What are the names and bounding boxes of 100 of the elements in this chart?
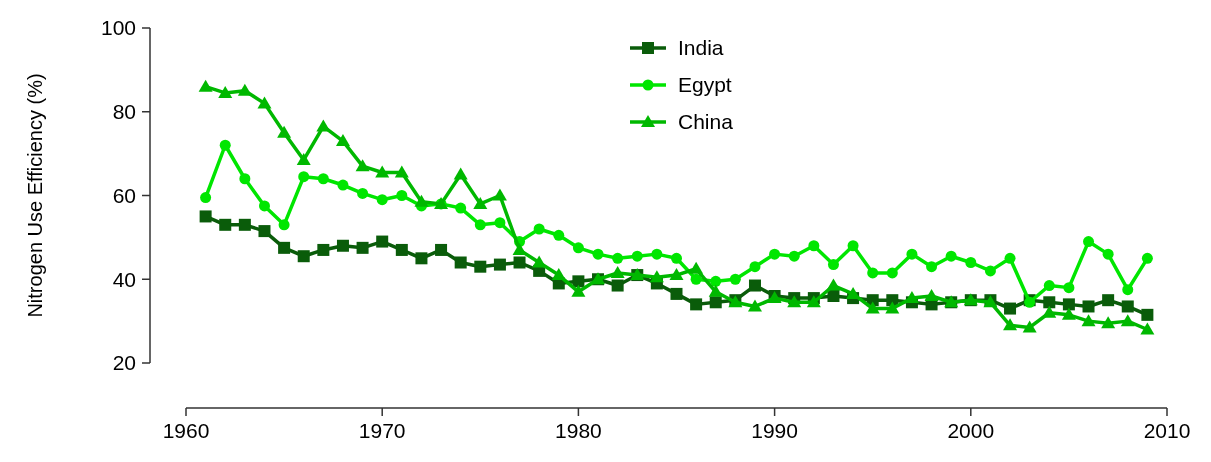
point bbox=[572, 275, 585, 288]
point bbox=[238, 218, 251, 231]
point bbox=[219, 218, 232, 231]
y-tick-label: 80 bbox=[112, 100, 136, 124]
point bbox=[926, 261, 938, 273]
point bbox=[945, 250, 957, 262]
point bbox=[296, 152, 311, 165]
point bbox=[1102, 294, 1115, 307]
point bbox=[826, 278, 841, 291]
x-tick-label: 1990 bbox=[751, 419, 798, 442]
legend-label: China bbox=[678, 110, 734, 134]
point bbox=[1043, 296, 1056, 309]
point bbox=[612, 252, 624, 264]
point bbox=[278, 219, 290, 231]
point bbox=[1022, 320, 1037, 333]
point bbox=[396, 190, 408, 201]
point bbox=[1102, 248, 1114, 260]
point bbox=[1081, 314, 1096, 327]
point bbox=[670, 287, 683, 300]
point bbox=[473, 196, 488, 209]
point bbox=[357, 187, 369, 199]
point bbox=[1004, 302, 1017, 315]
point bbox=[1043, 280, 1055, 292]
point bbox=[376, 235, 389, 248]
point bbox=[671, 252, 682, 264]
point bbox=[257, 96, 272, 109]
point bbox=[1003, 318, 1018, 331]
x-tick-label: 2000 bbox=[947, 419, 995, 442]
point bbox=[610, 265, 625, 278]
point bbox=[278, 241, 291, 254]
point bbox=[1061, 307, 1076, 320]
point bbox=[335, 134, 350, 147]
point bbox=[571, 284, 586, 297]
point bbox=[453, 167, 468, 180]
point bbox=[494, 217, 506, 229]
point bbox=[376, 194, 388, 206]
point bbox=[297, 250, 310, 263]
point bbox=[1063, 282, 1075, 294]
point bbox=[1062, 298, 1075, 311]
point bbox=[454, 256, 467, 269]
point bbox=[492, 188, 507, 201]
point bbox=[1082, 300, 1095, 313]
point bbox=[1141, 308, 1154, 321]
point bbox=[277, 125, 292, 138]
point bbox=[1083, 236, 1095, 248]
point bbox=[1120, 314, 1135, 327]
legend-label: India bbox=[678, 36, 724, 60]
point bbox=[649, 270, 664, 283]
point bbox=[572, 242, 584, 254]
point bbox=[316, 119, 331, 132]
point bbox=[474, 260, 487, 273]
point bbox=[729, 273, 741, 285]
point bbox=[336, 239, 349, 252]
point bbox=[709, 296, 722, 309]
point bbox=[356, 241, 369, 254]
point bbox=[1042, 305, 1057, 318]
point bbox=[867, 267, 879, 279]
y-tick-label: 100 bbox=[100, 16, 136, 40]
point bbox=[749, 261, 761, 273]
point bbox=[317, 173, 329, 185]
point bbox=[551, 268, 566, 281]
y-tick-label: 40 bbox=[112, 267, 136, 291]
point bbox=[808, 240, 820, 252]
point bbox=[218, 85, 233, 98]
point bbox=[219, 139, 231, 151]
point bbox=[1122, 284, 1134, 296]
point bbox=[827, 259, 839, 271]
x-tick-label: 1980 bbox=[555, 419, 602, 442]
y-axis-title: Nitrogen Use Efficiency (%) bbox=[24, 73, 46, 318]
point bbox=[689, 261, 704, 274]
point bbox=[788, 250, 800, 262]
point bbox=[984, 265, 996, 277]
point bbox=[375, 165, 390, 178]
point bbox=[199, 210, 212, 223]
point bbox=[237, 83, 252, 96]
point bbox=[669, 268, 684, 281]
point bbox=[258, 200, 270, 212]
point bbox=[906, 248, 918, 260]
point bbox=[414, 194, 429, 207]
point bbox=[395, 243, 408, 256]
point bbox=[415, 252, 428, 265]
point bbox=[512, 242, 527, 255]
point bbox=[493, 258, 506, 271]
y-tick-label: 20 bbox=[112, 351, 136, 375]
point bbox=[1004, 252, 1016, 264]
point bbox=[1141, 252, 1153, 264]
point bbox=[651, 248, 663, 260]
y-tick-label: 60 bbox=[112, 183, 136, 207]
point bbox=[355, 159, 370, 172]
point bbox=[924, 289, 939, 301]
point bbox=[394, 165, 409, 178]
point bbox=[198, 79, 213, 92]
point bbox=[631, 250, 643, 262]
point bbox=[513, 256, 526, 269]
x-tick-label: 1970 bbox=[358, 419, 406, 442]
point bbox=[690, 298, 703, 311]
point bbox=[965, 257, 977, 268]
point bbox=[258, 225, 271, 238]
point bbox=[886, 267, 898, 279]
point bbox=[1121, 300, 1134, 313]
